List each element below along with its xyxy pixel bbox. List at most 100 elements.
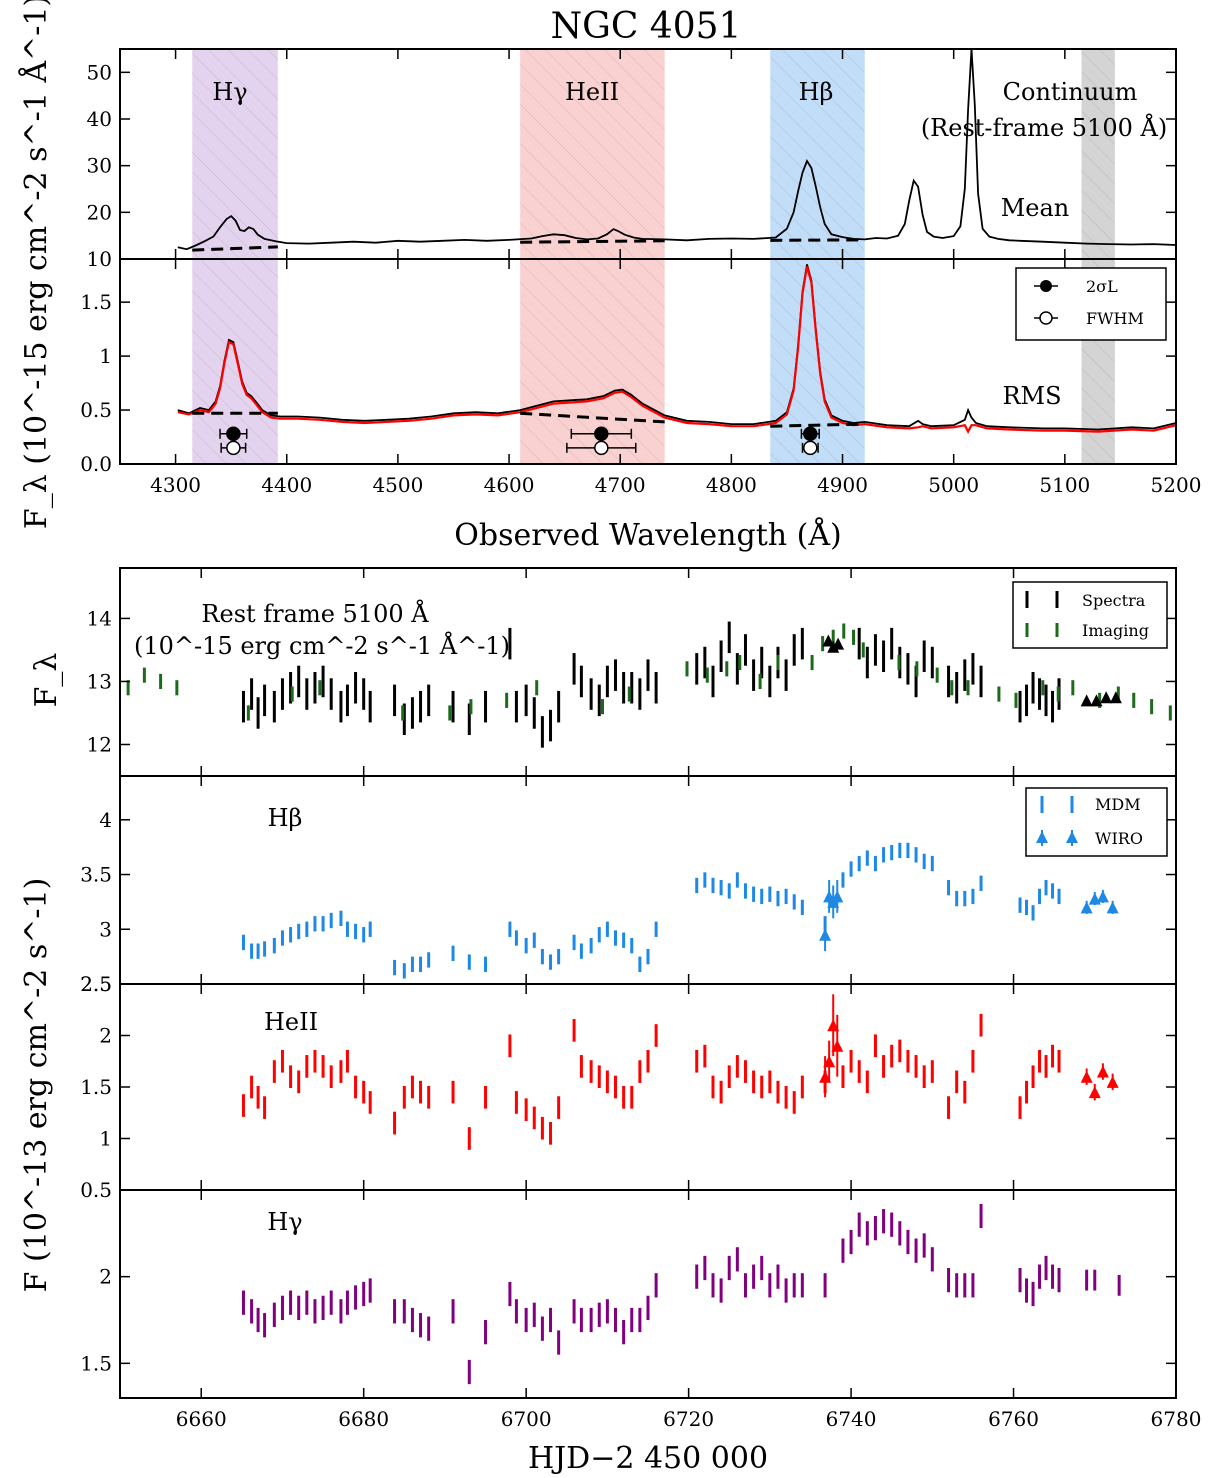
legend-spectra-label: Spectra <box>1082 591 1146 610</box>
xtick-label: 4800 <box>706 473 757 497</box>
xtick-label: 6780 <box>1151 1407 1202 1431</box>
spectrum-line-mean_spectrum <box>177 48 1177 251</box>
data-point-triangle <box>1096 1065 1109 1078</box>
xlabel-wavelength: Observed Wavelength (Å) <box>454 517 841 553</box>
data-point-triangle <box>1106 1075 1119 1088</box>
ytick-label: 3.5 <box>80 863 112 887</box>
continuum-fit-line <box>520 411 665 424</box>
data-point-triangle <box>823 1055 836 1068</box>
label-hbeta-lc: Hβ <box>268 804 303 832</box>
xtick-label: 4400 <box>261 473 312 497</box>
ytick-label: 1.5 <box>80 290 112 314</box>
width-marker-sigma2 <box>803 426 818 442</box>
legend-fwhm-label: FWHM <box>1086 309 1144 328</box>
data-point-triangle <box>819 928 832 941</box>
data-point-triangle <box>822 634 835 647</box>
xtick-label: 6700 <box>501 1407 552 1431</box>
legend-imaging-label: Imaging <box>1082 621 1149 640</box>
ytick-label: 2 <box>99 1024 112 1048</box>
legend-wiro-marker-a <box>1036 831 1048 843</box>
ytick-label: 4 <box>99 808 112 832</box>
window-hatch-Hγ <box>192 49 278 259</box>
xtick-label: 5200 <box>1151 473 1202 497</box>
mean-spectrum-panel: 10 20 30 40 50 <box>87 48 1177 271</box>
window-hatch-Continuum <box>1081 49 1115 259</box>
xtick-label: 5100 <box>1039 473 1090 497</box>
xtick-label: 4900 <box>817 473 868 497</box>
plot-frame <box>119 258 1177 465</box>
ylabel-line-flux: F (10^-13 erg cm^-2 s^-1) <box>19 878 54 1293</box>
data-point-triangle <box>831 890 844 903</box>
figure-title: NGC 4051 <box>551 6 742 47</box>
legend-2sigma-label: 2σL <box>1086 277 1118 296</box>
plot-frame <box>119 1189 1177 1399</box>
data-point-triangle <box>1090 694 1103 707</box>
legend-fwhm-marker <box>1039 311 1053 325</box>
ytick-label: 12 <box>87 732 112 756</box>
xtick-label: 4700 <box>595 473 646 497</box>
data-point-triangle <box>832 637 845 650</box>
width-marker-fwhm <box>803 440 818 456</box>
width-marker-fwhm <box>226 440 241 456</box>
window-hatch-Hβ <box>770 49 865 259</box>
data-point-triangle <box>1109 691 1122 704</box>
width-marker-sigma2 <box>594 426 609 442</box>
ytick-label: 2.5 <box>80 972 112 996</box>
label-restframe-units: (10^-15 erg cm^-2 s^-1 Å^-1) <box>134 631 510 660</box>
data-point-triangle <box>1080 694 1093 707</box>
data-point-triangle <box>1096 890 1109 903</box>
window-hatch-HeII <box>520 259 665 464</box>
data-point-triangle <box>819 1070 832 1083</box>
spectrum-line-RMS <box>177 264 1177 431</box>
ytick-label: 0.5 <box>80 1178 112 1202</box>
continuum-fit-line <box>520 239 665 244</box>
legend-2sigma-marker <box>1040 280 1052 292</box>
legend-wiro-marker-b <box>1066 831 1078 843</box>
rms-spectrum-panel: 0.0 0.5 1 1.5 4300 4400 4500 4600 4700 4800 4900 50… <box>80 258 1202 497</box>
label-continuum-restframe: (Rest-frame 5100 Å) <box>921 113 1167 142</box>
xtick-label: 4600 <box>484 473 535 497</box>
ytick-label: 40 <box>87 107 112 131</box>
ytick-label: 10 <box>87 247 112 271</box>
ytick-label: 50 <box>87 60 112 84</box>
label-mean: Mean <box>1001 194 1070 222</box>
xtick-label: 4300 <box>150 473 201 497</box>
label-hbeta-window: Hβ <box>799 78 834 106</box>
hbeta-lightcurve-panel: 2.5 3 3.5 4 <box>80 775 1177 996</box>
ytick-label: 1 <box>99 344 112 368</box>
ytick-label: 0.0 <box>80 452 112 476</box>
hgamma-lightcurve-panel: 1.5 2 6660 6680 6700 6720 6740 6760 6780 <box>80 1189 1202 1431</box>
ytick-label: 1 <box>99 1127 112 1151</box>
ytick-label: 13 <box>87 669 112 693</box>
heii-lightcurve-panel: 0.5 1 1.5 2 2.5 <box>80 972 1177 1202</box>
legend-wiro-label: WIRO <box>1095 829 1143 848</box>
label-continuum-window: Continuum <box>1003 78 1138 106</box>
label-heii-lc: HeII <box>264 1008 318 1036</box>
data-point-triangle <box>1080 901 1093 914</box>
ylabel-flambda-lc: F_λ <box>29 653 64 708</box>
data-point-triangle <box>831 1039 844 1052</box>
continuum-fit-line <box>192 245 278 252</box>
label-hgamma-lc: Hγ <box>267 1208 302 1236</box>
window-hatch-Hβ <box>770 259 865 464</box>
xtick-label: 6740 <box>826 1407 877 1431</box>
ytick-label: 2.5 <box>80 972 112 996</box>
legend-rms: 2σL FWHM <box>1015 267 1167 341</box>
xlabel-hjd: HJD−2 450 000 <box>528 1441 768 1476</box>
ytick-label: 14 <box>87 606 112 630</box>
width-marker-sigma2 <box>226 426 241 442</box>
ytick-label: 1.5 <box>80 1351 112 1375</box>
legend-continuum: Spectra Imaging <box>1012 581 1168 649</box>
ytick-label: 1.5 <box>80 1075 112 1099</box>
ytick-label: 20 <box>87 200 112 224</box>
data-point-triangle <box>1100 691 1113 704</box>
ytick-label: 2 <box>99 1265 112 1289</box>
xtick-label: 6680 <box>338 1407 389 1431</box>
xtick-label: 6660 <box>176 1407 227 1431</box>
legend-mdm-label: MDM <box>1095 795 1141 814</box>
ytick-label: 3 <box>99 917 112 941</box>
data-point-triangle <box>1106 901 1119 914</box>
data-point-triangle <box>1080 1070 1093 1083</box>
continuum-fit-line <box>770 422 865 428</box>
